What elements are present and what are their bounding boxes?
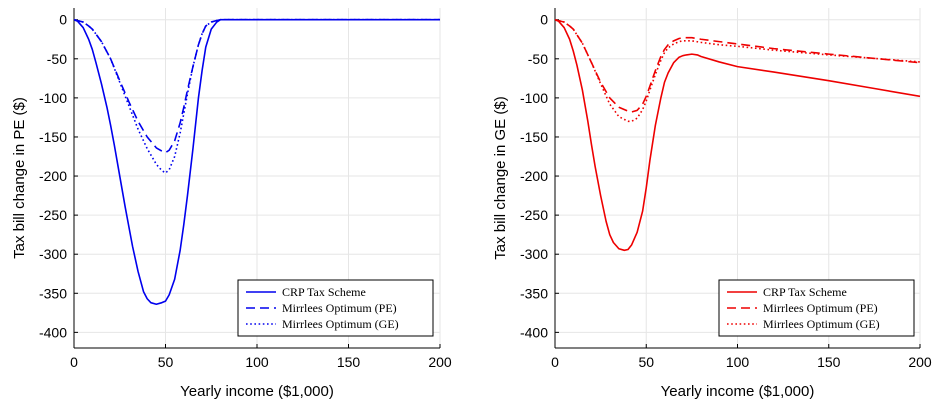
y-tick-label: 0 [540, 12, 548, 28]
y-tick-label: -300 [520, 246, 548, 262]
y-tick-label: -50 [47, 51, 67, 67]
series-line-2 [555, 18, 920, 113]
y-tick-label: -300 [39, 246, 67, 262]
y-tick-label: -50 [528, 51, 548, 67]
y-tick-label: -250 [39, 207, 67, 223]
y-tick-label: -250 [520, 207, 548, 223]
legend-box [237, 279, 434, 337]
legend-label: CRP Tax Scheme [763, 285, 847, 299]
y-tick-label: -400 [520, 324, 548, 340]
x-tick-label: 200 [908, 354, 932, 370]
x-axis-title: Yearly income ($1,000) [180, 383, 334, 400]
x-tick-label: 50 [158, 354, 174, 370]
chart-panel-2: 0 50 100 150 200 0 -50 -100 -150 -200 -250 -300 -350… [492, 8, 932, 400]
x-tick-label: 0 [70, 354, 78, 370]
y-tick-label: -400 [39, 324, 67, 340]
x-tick-label: 100 [245, 354, 269, 370]
x-tick-label: 100 [726, 354, 750, 370]
legend: CRP Tax Scheme Mirrlees Optimum (PE) Mirrl… [237, 279, 434, 337]
series-line-1 [555, 18, 920, 252]
legend-label: Mirrlees Optimum (PE) [282, 301, 397, 315]
series-line-2 [74, 18, 440, 154]
y-tick-label: -350 [520, 285, 548, 301]
y-axis-title: Tax bill change in PE ($) [11, 97, 28, 259]
y-tick-label: -150 [520, 129, 548, 145]
chart-panel-1: 0 50 100 150 200 0 -50 -100 -150 -200 -250 -300 -350… [11, 8, 452, 400]
x-tick-label: 150 [337, 354, 361, 370]
x-tick-label: 50 [638, 354, 654, 370]
y-tick-label: -200 [39, 168, 67, 184]
legend-label: CRP Tax Scheme [282, 285, 366, 299]
series-line-3 [555, 18, 920, 123]
y-tick-label: -350 [39, 285, 67, 301]
x-tick-label: 0 [551, 354, 559, 370]
x-axis-title: Yearly income ($1,000) [661, 383, 815, 400]
y-tick-label: -100 [520, 90, 548, 106]
x-tick-label: 150 [817, 354, 841, 370]
y-tick-label: 0 [59, 12, 67, 28]
legend-label: Mirrlees Optimum (GE) [763, 317, 880, 331]
legend: CRP Tax Scheme Mirrlees Optimum (PE) Mirrl… [718, 279, 915, 337]
series-line-1 [74, 18, 440, 306]
y-axis-title: Tax bill change in GE ($) [492, 96, 509, 259]
x-tick-label: 200 [428, 354, 452, 370]
y-tick-label: -200 [520, 168, 548, 184]
y-tick-label: -100 [39, 90, 67, 106]
legend-label: Mirrlees Optimum (PE) [763, 301, 878, 315]
series-line-3 [74, 18, 440, 174]
legend-box [718, 279, 915, 337]
y-tick-label: -150 [39, 129, 67, 145]
legend-label: Mirrlees Optimum (GE) [282, 317, 399, 331]
